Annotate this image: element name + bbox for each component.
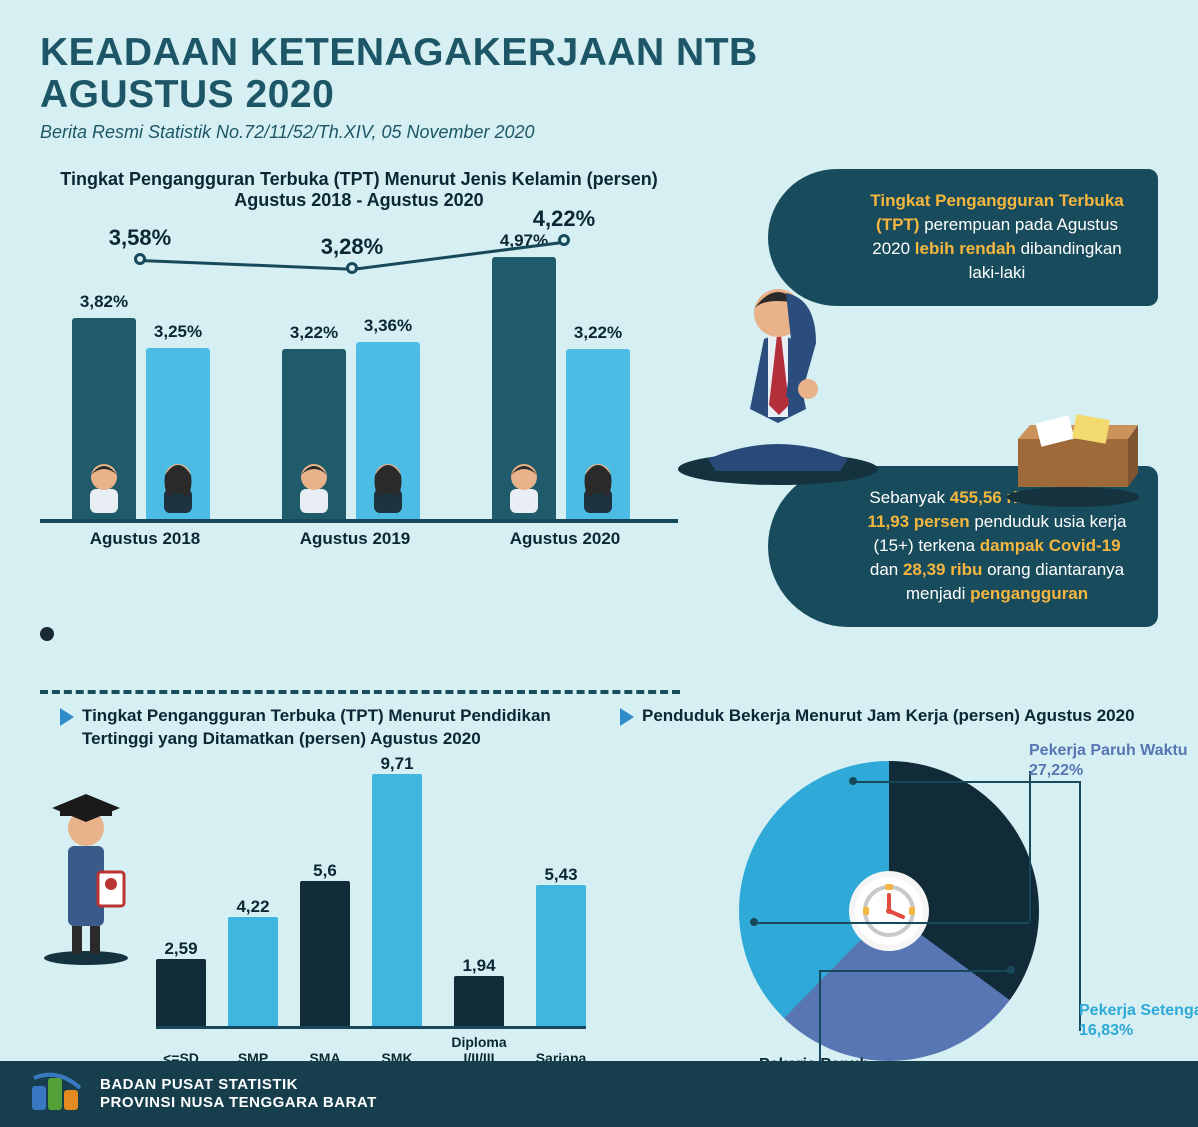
footer-org-line1: BADAN PUSAT STATISTIK: [100, 1076, 377, 1094]
unemployed-man-illustration: [668, 269, 888, 494]
bar-value: 5,6: [300, 861, 350, 881]
bar-value: 9,71: [372, 754, 422, 774]
bar-value: 2,59: [156, 939, 206, 959]
graduate-illustration: [36, 776, 136, 971]
bar-value: 3,22%: [282, 323, 346, 343]
trend-point: [134, 253, 146, 265]
bar-female: 3,25%: [146, 348, 210, 519]
bar-value: 4,22: [228, 897, 278, 917]
bar-male: 3,82%: [72, 318, 136, 519]
section-divider: [40, 690, 680, 694]
bar-female: 3,22%: [566, 349, 630, 519]
pie-label: Pekerja Setengah Pengangguran16,83%: [1079, 1001, 1198, 1041]
footer-org-line2: PROVINSI NUSA TENGGARA BARAT: [100, 1094, 377, 1112]
bar-female: 3,36%: [356, 342, 420, 519]
bar-male: 3,22%: [282, 349, 346, 519]
clock-icon: [849, 871, 929, 951]
page-title: KEADAAN KETENAGAKERJAAN NTB AGUSTUS 2020: [40, 32, 1158, 116]
bar-value: 3,82%: [72, 292, 136, 312]
trend-value: 3,58%: [109, 225, 171, 251]
trend-point: [558, 234, 570, 246]
bar-value: 5,43: [536, 865, 586, 885]
gender-tpt-chart: Tingkat Pengangguran Terbuka (TPT) Menur…: [40, 169, 678, 627]
bar-value: 1,94: [454, 956, 504, 976]
pie-label: Pekerja Paruh Waktu27,22%: [1029, 741, 1188, 781]
bar-value: 3,25%: [146, 322, 210, 342]
bar-value: 3,22%: [566, 323, 630, 343]
education-tpt-chart: Tingkat Pengangguran Terbuka (TPT) Menur…: [40, 704, 600, 1082]
gender-chart-title: Tingkat Pengangguran Terbuka (TPT) Menur…: [40, 169, 678, 211]
trend-value: 4,22%: [533, 207, 595, 233]
bar-male: 4,97%: [492, 257, 556, 519]
x-axis-label: Agustus 2018: [60, 529, 230, 549]
page-subtitle: Berita Resmi Statistik No.72/11/52/Th.XI…: [40, 122, 1158, 143]
trend-point: [346, 262, 358, 274]
trend-value: 3,28%: [321, 234, 383, 260]
bps-logo-icon: [30, 1072, 84, 1116]
work-hours-pie: Penduduk Bekerja Menurut Jam Kerja (pers…: [600, 704, 1158, 1082]
x-axis-label: Agustus 2019: [270, 529, 440, 549]
education-chart-title: Tingkat Pengangguran Terbuka (TPT) Menur…: [60, 704, 600, 752]
work-chart-title: Penduduk Bekerja Menurut Jam Kerja (pers…: [620, 704, 1158, 728]
footer-bar: BADAN PUSAT STATISTIK PROVINSI NUSA TENG…: [0, 1061, 1198, 1127]
box-illustration: [998, 399, 1148, 514]
bar-value: 3,36%: [356, 316, 420, 336]
x-axis-label: Agustus 2020: [480, 529, 650, 549]
